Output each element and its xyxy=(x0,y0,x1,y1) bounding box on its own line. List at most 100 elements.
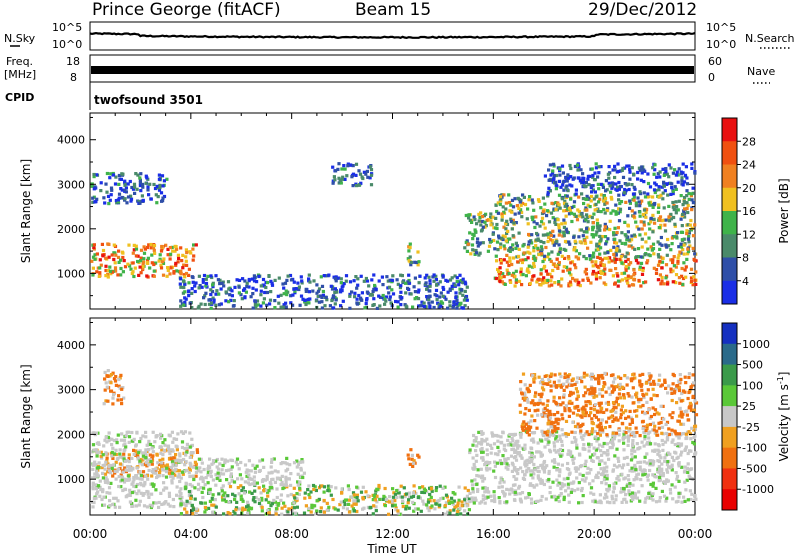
echo-cell xyxy=(657,195,661,199)
echo-cell xyxy=(465,249,469,253)
echo-cell xyxy=(359,490,364,494)
echo-cell xyxy=(655,175,659,179)
echo-cell xyxy=(141,182,145,186)
echo-cell xyxy=(135,476,139,480)
echo-cell xyxy=(557,282,561,286)
echo-cell xyxy=(122,457,126,461)
echo-cell xyxy=(138,461,142,465)
echo-cell xyxy=(355,496,359,500)
echo-cell xyxy=(677,167,681,171)
echo-cell xyxy=(627,187,631,192)
echo-cell xyxy=(582,184,586,188)
echo-cell xyxy=(375,306,379,310)
echo-cell xyxy=(162,488,166,492)
echo-cell xyxy=(463,280,467,284)
echo-cell xyxy=(146,185,150,189)
echo-cell xyxy=(185,251,189,255)
echo-cell xyxy=(596,475,600,480)
freq-strip-frame xyxy=(89,54,696,83)
colorbar-tick-label: 8 xyxy=(742,252,749,265)
echo-cell xyxy=(520,283,524,287)
echo-cell xyxy=(658,499,662,503)
echo-cell xyxy=(475,474,479,478)
echo-cell xyxy=(536,246,540,250)
echo-cell xyxy=(170,481,174,485)
echo-cell xyxy=(394,508,398,512)
echo-cell xyxy=(391,504,395,508)
echo-cell xyxy=(603,202,607,206)
echo-cell xyxy=(622,456,626,460)
echo-cell xyxy=(588,214,592,218)
echo-cell xyxy=(326,488,330,493)
echo-cell xyxy=(663,480,667,484)
echo-cell xyxy=(519,435,523,439)
echo-region xyxy=(191,456,306,487)
echo-cell xyxy=(557,243,561,247)
echo-cell xyxy=(548,448,552,452)
echo-cell xyxy=(623,435,627,439)
echo-cell xyxy=(617,198,621,202)
echo-cell xyxy=(670,242,674,246)
echo-cell xyxy=(164,470,169,474)
echo-cell xyxy=(664,169,668,174)
echo-cell xyxy=(514,221,518,225)
echo-cell xyxy=(264,285,268,290)
echo-cell xyxy=(671,258,675,262)
echo-cell xyxy=(532,380,536,384)
echo-cell xyxy=(693,494,697,498)
echo-cell xyxy=(676,442,680,446)
echo-cell xyxy=(683,465,687,469)
echo-cell xyxy=(620,278,624,282)
echo-cell xyxy=(526,245,530,249)
echo-cell xyxy=(630,452,634,456)
echo-cell xyxy=(523,460,527,464)
echo-cell xyxy=(116,433,120,437)
echo-cell xyxy=(436,301,440,305)
echo-cell xyxy=(179,499,183,503)
echo-cell xyxy=(519,203,523,207)
echo-cell xyxy=(591,479,595,483)
echo-cell xyxy=(148,442,153,447)
echo-cell xyxy=(611,438,615,442)
echo-cell xyxy=(362,506,366,510)
echo-cell xyxy=(519,466,523,470)
echo-cell xyxy=(221,463,225,468)
echo-cell xyxy=(545,374,549,378)
echo-cell xyxy=(343,177,347,181)
echo-cell xyxy=(574,469,578,473)
echo-cell xyxy=(178,452,182,456)
echo-cell xyxy=(527,270,531,274)
echo-cell xyxy=(657,470,661,474)
echo-cell xyxy=(100,242,104,246)
echo-cell xyxy=(671,269,675,273)
echo-cell xyxy=(678,250,682,254)
echo-cell xyxy=(670,468,674,472)
echo-cell xyxy=(212,503,216,507)
echo-cell xyxy=(450,276,454,280)
echo-cell xyxy=(241,506,245,510)
echo-cell xyxy=(214,505,218,509)
echo-cell xyxy=(554,187,558,191)
echo-cell xyxy=(618,382,622,386)
echo-cell xyxy=(595,456,599,460)
echo-cell xyxy=(101,254,105,258)
echo-cell xyxy=(513,492,517,496)
echo-cell xyxy=(331,181,335,185)
echo-cell xyxy=(693,278,697,282)
echo-cell xyxy=(182,285,186,290)
echo-cell xyxy=(502,480,506,484)
echo-cell xyxy=(654,500,659,504)
echo-cell xyxy=(554,201,558,205)
echo-cell xyxy=(352,279,356,283)
echo-cell xyxy=(269,504,273,508)
echo-cell xyxy=(198,284,202,288)
echo-cell xyxy=(411,491,415,495)
echo-cell xyxy=(514,477,518,481)
echo-region xyxy=(518,371,699,438)
echo-cell xyxy=(515,204,519,208)
echo-cell xyxy=(439,497,443,501)
echo-cell xyxy=(658,273,662,277)
echo-cell xyxy=(573,246,577,250)
echo-cell xyxy=(172,456,176,460)
echo-cell xyxy=(665,496,669,500)
